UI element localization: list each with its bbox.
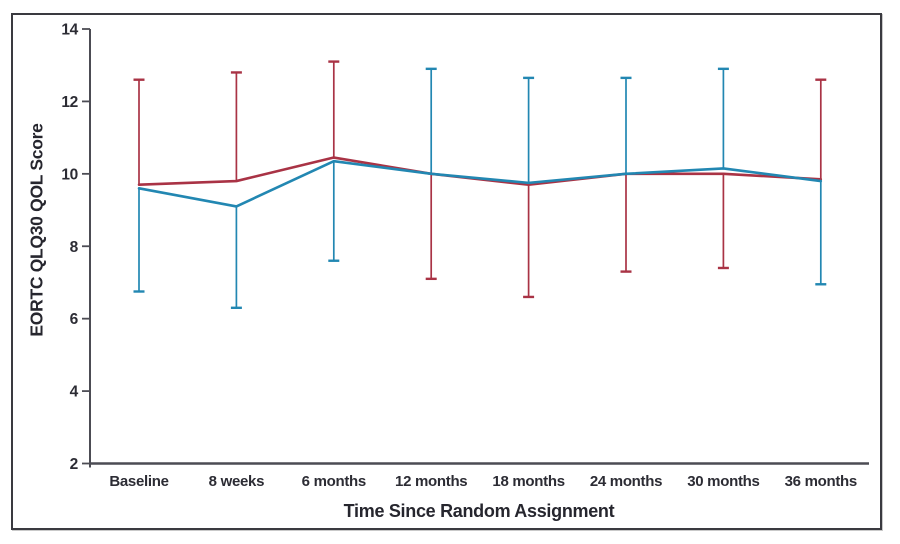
x-category-label: 6 months	[302, 473, 366, 490]
x-axis-title: Time Since Random Assignment	[343, 501, 615, 521]
x-category-label: 24 months	[590, 473, 662, 490]
y-tick-label: 6	[70, 311, 79, 328]
x-category-label: 8 weeks	[209, 473, 264, 490]
x-category-label: 18 months	[492, 473, 564, 490]
y-tick-label: 14	[61, 22, 78, 39]
x-category-label: 36 months	[785, 473, 857, 490]
y-tick-label: 4	[70, 384, 79, 401]
x-category-label: 12 months	[395, 473, 467, 490]
y-tick-label: 12	[61, 94, 78, 111]
y-tick-label: 8	[70, 239, 79, 256]
series-line-arm-blue	[137, 159, 823, 208]
x-category-label: Baseline	[109, 473, 168, 490]
x-category-label: 30 months	[687, 473, 759, 490]
y-tick-label: 2	[70, 456, 78, 473]
y-axis-title: EORTC QLQ30 QOL Score	[26, 123, 47, 337]
y-tick-label: 10	[61, 166, 78, 183]
series-line-arm-red	[137, 156, 823, 186]
figure-border	[11, 13, 882, 530]
